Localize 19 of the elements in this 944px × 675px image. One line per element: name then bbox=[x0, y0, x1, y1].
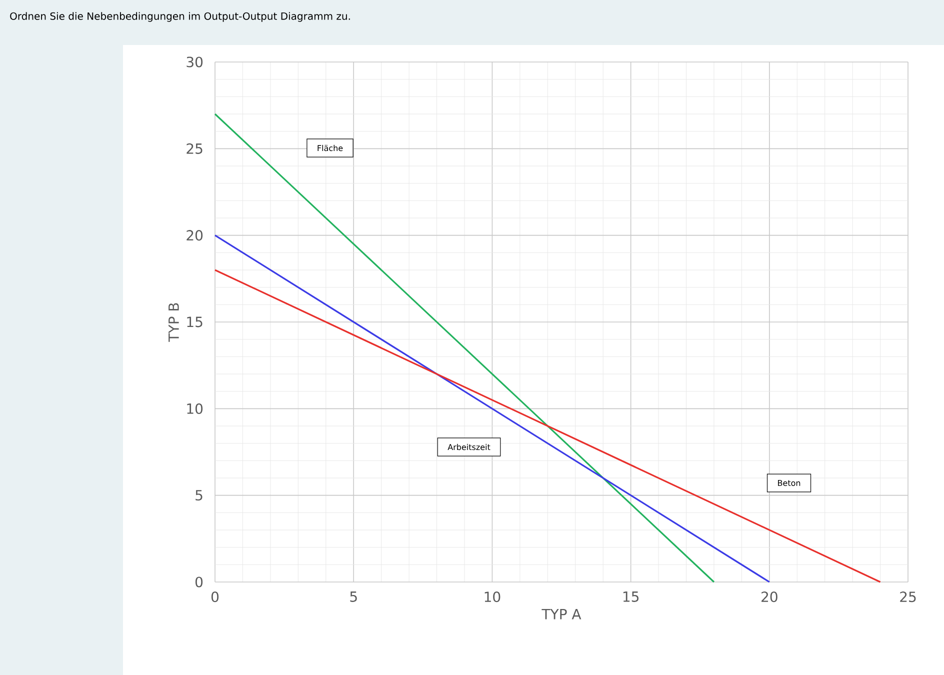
x-tick-label: 20 bbox=[762, 592, 778, 602]
y-tick-label: 30 bbox=[186, 56, 203, 68]
x-tick-label: 5 bbox=[350, 592, 357, 602]
y-tick-label: 10 bbox=[187, 403, 203, 414]
x-tick-label: 25 bbox=[900, 592, 916, 602]
chart-title: Ordnen Sie die Nebenbedingungen im Output-Output Diagramm zu. bbox=[10, 12, 350, 22]
y-tick-label: 5 bbox=[196, 490, 202, 501]
y-tick-label: 25 bbox=[186, 143, 202, 154]
annotation: Beton bbox=[778, 480, 800, 486]
y-tick-label: 20 bbox=[186, 230, 203, 241]
y-tick-label: 0 bbox=[195, 576, 203, 588]
x-axis-title: TYP A bbox=[542, 608, 582, 620]
annotation: Arbeitszeit bbox=[448, 444, 490, 450]
y-axis-title: TYP B bbox=[168, 303, 179, 342]
x-tick-label: 10 bbox=[484, 592, 500, 602]
x-tick-label: 15 bbox=[623, 592, 638, 602]
y-tick-label: 15 bbox=[187, 316, 202, 328]
annotation: Fläche bbox=[318, 144, 343, 152]
x-tick-label: 0 bbox=[211, 592, 219, 602]
